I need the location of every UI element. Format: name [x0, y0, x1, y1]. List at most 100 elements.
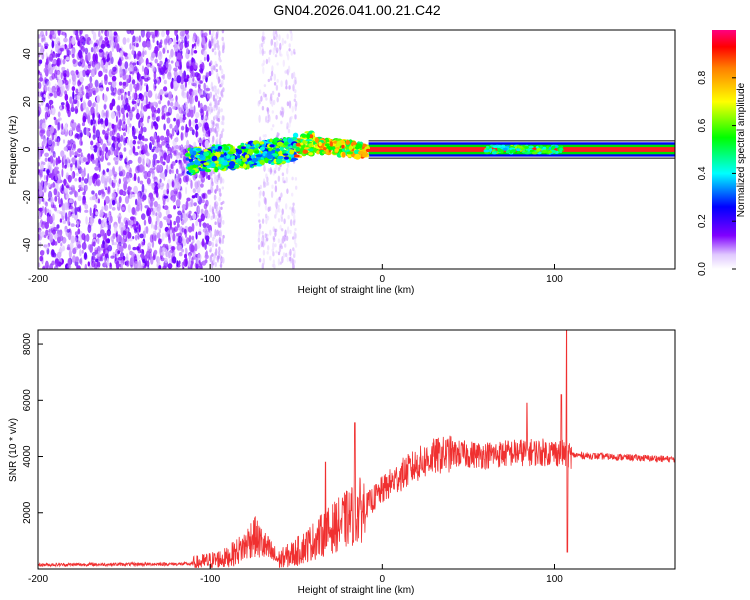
noise-blob-2935	[261, 218, 265, 224]
noise-blob-2534	[222, 73, 226, 81]
noise-blob-1945	[163, 113, 166, 120]
signal-blob-573	[287, 144, 291, 147]
signal-blob-852	[300, 142, 304, 146]
noise-blob-511	[185, 186, 188, 195]
noise-blob-1792	[137, 249, 142, 254]
noise-blob-1720	[135, 43, 139, 48]
noise-blob-890	[44, 206, 47, 216]
noise-blob-1351	[92, 119, 96, 125]
noise-blob-1966	[96, 150, 101, 158]
noise-blob-1162	[200, 213, 205, 222]
signal-blob-866	[203, 151, 210, 157]
noise-blob-1223	[110, 92, 116, 96]
noise-blob-1263	[118, 81, 123, 86]
noise-blob-2322	[49, 53, 54, 62]
noise-blob-1575	[107, 244, 113, 252]
noise-blob-211	[107, 162, 111, 166]
signal-blob-793	[302, 149, 309, 154]
noise-blob-2763	[271, 110, 274, 114]
noise-blob-1620	[107, 238, 111, 244]
noise-blob-2791	[258, 191, 262, 199]
noise-blob-530	[74, 178, 78, 182]
noise-blob-1487	[187, 97, 190, 104]
noise-blob-1338	[50, 183, 56, 188]
noise-blob-1639	[99, 209, 104, 218]
noise-blob-2751	[266, 215, 270, 221]
noise-blob-1860	[108, 136, 112, 144]
noise-blob-2316	[180, 84, 185, 90]
noise-blob-1667	[75, 108, 79, 114]
noise-blob-2088	[102, 169, 106, 175]
noise-blob-1560	[74, 134, 78, 139]
signal-blob-839	[275, 148, 281, 152]
noise-blob-2961	[284, 70, 287, 74]
noise-blob-1841	[194, 243, 198, 252]
noise-blob-1428	[205, 194, 208, 199]
noise-blob-2396	[78, 49, 83, 59]
noise-blob-2131	[45, 229, 49, 236]
noise-blob-1985	[113, 224, 118, 234]
noise-blob-2024	[122, 242, 127, 249]
noise-blob-2173	[95, 264, 98, 269]
noise-blob-474	[111, 207, 116, 211]
noise-blob-1498	[172, 139, 177, 147]
noise-blob-1665	[62, 105, 65, 110]
noise-blob-2240	[207, 191, 212, 195]
snr-y-ticks: 2000 4000 6000 8000	[22, 332, 43, 524]
noise-blob-814	[107, 122, 112, 126]
noise-blob-29	[98, 30, 101, 38]
noise-blob-1247	[204, 139, 210, 149]
noise-blob-2056	[57, 30, 61, 36]
noise-blob-528	[118, 178, 122, 185]
noise-blob-1380	[61, 123, 64, 130]
noise-blob-2054	[194, 95, 199, 103]
noise-blob-2931	[280, 80, 283, 88]
noise-blob-1705	[125, 156, 128, 163]
noise-blob-2308	[100, 189, 103, 194]
noise-blob-1807	[95, 129, 101, 139]
noise-blob-2632	[209, 256, 213, 263]
noise-blob-2584	[211, 187, 214, 193]
signal-blob-1028	[541, 150, 547, 154]
noise-blob-2738	[281, 256, 284, 264]
noise-blob-1220	[96, 261, 101, 268]
signal-blob-895	[247, 161, 255, 165]
noise-blob-1851	[189, 215, 193, 221]
noise-blob-2390	[103, 104, 107, 110]
noise-blob-1507	[166, 129, 170, 137]
noise-blob-1472	[163, 205, 169, 211]
noise-blob-2930	[273, 263, 276, 269]
noise-blob-2321	[138, 259, 142, 267]
noise-blob-1130	[204, 242, 207, 250]
noise-blob-2254	[137, 233, 140, 240]
noise-blob-2727	[272, 30, 276, 38]
noise-blob-2678	[263, 84, 267, 88]
noise-blob-2395	[176, 52, 182, 60]
noise-blob-2318	[183, 78, 189, 83]
noise-blob-1867	[192, 35, 196, 43]
noise-blob-1304	[69, 191, 73, 195]
colorbar-tick-label-2: 0.4	[697, 166, 708, 180]
signal-blob-1034	[501, 144, 506, 148]
noise-blob-2505	[209, 204, 212, 213]
noise-blob-2243	[93, 204, 97, 210]
noise-blob-2303	[104, 38, 110, 45]
noise-blob-562	[191, 235, 195, 240]
noise-blob-2021	[176, 148, 179, 155]
noise-blob-2496	[214, 92, 217, 97]
noise-blob-1640	[68, 36, 72, 46]
noise-blob-1548	[193, 50, 198, 54]
noise-blob-2063	[176, 118, 180, 126]
noise-blob-1546	[141, 196, 145, 202]
noise-blob-2270	[145, 226, 149, 234]
noise-blob-1517	[38, 222, 41, 228]
noise-blob-2866	[282, 59, 285, 67]
noise-blob-1791	[191, 91, 195, 95]
noise-blob-878	[96, 94, 101, 104]
noise-blob-2195	[180, 159, 183, 169]
signal-blob-725	[219, 154, 225, 158]
noise-blob-1935	[197, 253, 202, 261]
noise-blob-1849	[111, 98, 116, 107]
noise-blob-2314	[191, 82, 196, 86]
signal-blob-848	[237, 149, 243, 155]
